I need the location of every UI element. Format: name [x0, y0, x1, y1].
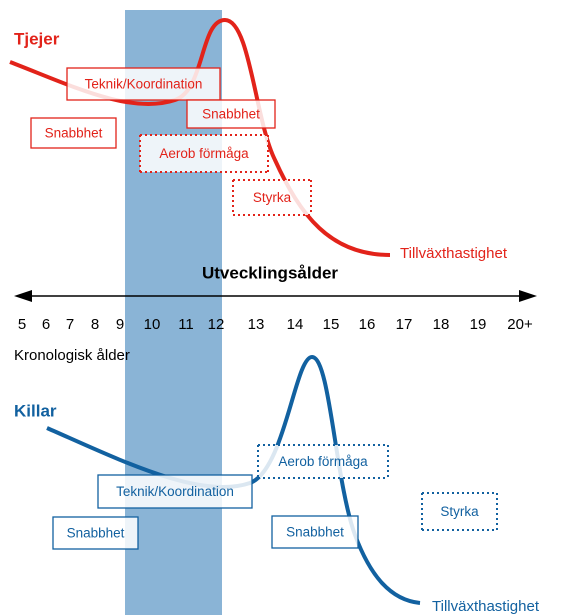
box-label: Snabbhet: [202, 107, 260, 122]
box: [422, 493, 497, 530]
box: [52, 516, 139, 550]
box-label: Snabbhet: [286, 525, 344, 540]
age-label: 18: [433, 316, 450, 333]
box: [97, 474, 253, 509]
girls-curve-label: Tillväxthastighet: [400, 245, 508, 262]
age-label: 7: [66, 316, 74, 333]
age-label: 10: [144, 316, 161, 333]
box: [258, 445, 388, 478]
age-label: 20+: [507, 316, 533, 333]
age-label: 9: [116, 316, 124, 333]
box-label: Teknik/Koordination: [85, 77, 203, 92]
box-label: Snabbhet: [45, 126, 103, 141]
age-label: 17: [396, 316, 413, 333]
age-label: 11: [178, 316, 194, 333]
box-label: Aerob förmåga: [159, 146, 249, 161]
box-label: Styrka: [253, 190, 292, 205]
boys-title: Killar: [14, 401, 57, 420]
age-label: 16: [359, 316, 376, 333]
box: [233, 180, 311, 215]
boys-curve-label: Tillväxthastighet: [432, 598, 540, 615]
age-label: 12: [208, 316, 225, 333]
box: [30, 117, 117, 149]
box-label: Aerob förmåga: [278, 454, 368, 469]
age-label: 14: [287, 316, 304, 333]
box: [140, 135, 268, 172]
box-label: Snabbhet: [67, 526, 125, 541]
age-label: 13: [248, 316, 265, 333]
box-label: Styrka: [440, 504, 479, 519]
age-label: 19: [470, 316, 487, 333]
axis-subtitle: Kronologisk ålder: [14, 347, 130, 364]
box: [66, 67, 221, 101]
age-label: 8: [91, 316, 99, 333]
box: [186, 99, 276, 129]
axis-title: Utvecklingsålder: [202, 263, 338, 282]
box: [271, 515, 359, 549]
box-label: Teknik/Koordination: [116, 484, 234, 499]
age-label: 6: [42, 316, 50, 333]
axis-arrow: [14, 290, 537, 302]
girls-title: Tjejer: [14, 29, 60, 48]
age-label: 15: [323, 316, 340, 333]
age-label: 5: [18, 316, 26, 333]
